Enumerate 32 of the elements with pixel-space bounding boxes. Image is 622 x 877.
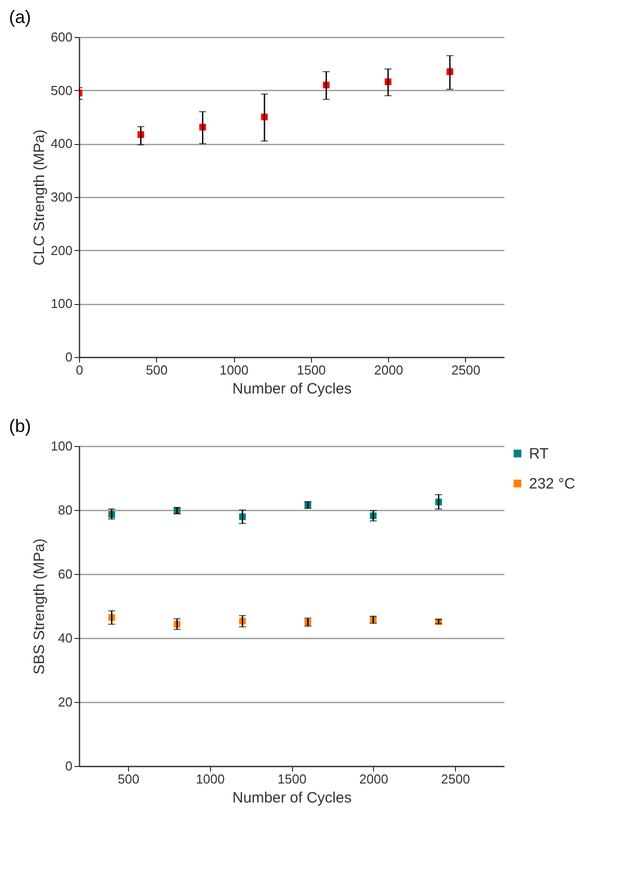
y-tick-label: 0 (65, 350, 72, 364)
y-tick-label: 60 (58, 566, 72, 582)
y-axis-title: CLC Strength (MPa) (30, 130, 48, 266)
chart-title: (b) (9, 416, 31, 436)
x-tick-label: 1000 (220, 362, 249, 378)
x-tick-label: 1500 (278, 772, 306, 786)
x-tick-label: 2500 (441, 772, 470, 786)
x-axis-title: Number of Cycles (232, 790, 352, 806)
x-tick-label: 500 (146, 362, 168, 378)
y-tick-label: 300 (50, 190, 72, 204)
y-tick-label: 0 (65, 758, 72, 774)
y-tick-label: 100 (50, 438, 72, 454)
y-tick-label: 40 (58, 630, 72, 646)
x-tick-label: 2000 (374, 362, 404, 378)
x-axis-title: Number of Cycles (232, 380, 352, 398)
y-tick-label: 20 (58, 694, 72, 710)
y-tick-label: 500 (50, 82, 72, 98)
x-tick-label: 500 (118, 772, 140, 786)
y-tick-label: 80 (58, 502, 72, 518)
legend-label: RT (529, 446, 549, 462)
y-tick-label: 400 (50, 136, 72, 152)
chart-title: (a) (9, 7, 31, 27)
x-tick-label: 0 (76, 362, 84, 378)
x-tick-label: 1000 (196, 772, 225, 786)
y-tick-label: 100 (50, 296, 72, 312)
x-tick-label: 2000 (359, 772, 388, 786)
x-tick-label: 1500 (296, 362, 326, 378)
y-axis-title: SBS Strength (MPa) (30, 538, 48, 674)
y-tick-label: 200 (50, 242, 72, 258)
x-tick-label: 2500 (451, 362, 480, 378)
y-tick-label: 600 (50, 30, 72, 44)
legend-label: 232 °C (529, 476, 576, 492)
